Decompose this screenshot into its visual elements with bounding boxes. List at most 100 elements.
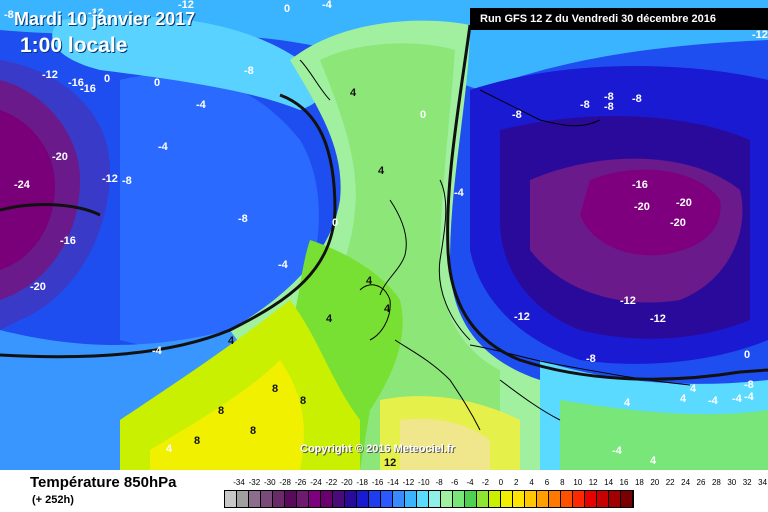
scale-tick-label: -16: [371, 478, 384, 487]
forecast-date: Mardi 10 janvier 2017: [14, 9, 196, 29]
lead-time: (+ 252h): [32, 494, 74, 506]
label: 4: [650, 455, 657, 467]
label: -8: [604, 91, 614, 103]
scale-tick-label: 32: [742, 478, 752, 487]
scale-swatch: [501, 491, 513, 507]
label: 0: [744, 349, 750, 361]
label: 4: [690, 383, 697, 395]
scale-tick-label: 6: [544, 478, 550, 487]
label: 12: [384, 457, 396, 469]
scale-tick-label: 2: [513, 478, 519, 487]
scale-tick-label: -8: [435, 478, 443, 487]
scale-swatch: [321, 491, 333, 507]
scale-swatch: [465, 491, 477, 507]
scale-tick-label: 26: [696, 478, 706, 487]
label: -12: [102, 173, 118, 185]
label: -4: [278, 259, 289, 271]
label: 4: [350, 87, 357, 99]
forecast-time: 1:00 locale: [20, 34, 128, 57]
label: 8: [272, 383, 278, 395]
label: -8: [122, 175, 132, 187]
scale-tick-label: 24: [681, 478, 691, 487]
label: -12: [514, 311, 530, 323]
isotherm-labels: -8 -12 -12 0 -4 -12 -16 -16 0 -4 0 -4 -2…: [4, 0, 768, 469]
scale-swatch: [261, 491, 273, 507]
color-scale: [224, 490, 634, 508]
scale-tick-label: 18: [634, 478, 644, 487]
label: -8: [244, 65, 254, 77]
scale-swatch: [273, 491, 285, 507]
scale-swatch: [405, 491, 417, 507]
label: -4: [708, 395, 719, 407]
label: 0: [420, 109, 426, 121]
label: 4: [680, 393, 687, 405]
label: -8: [586, 353, 596, 365]
scale-tick-label: -22: [325, 478, 338, 487]
label: -12: [42, 69, 58, 81]
label: 0: [104, 73, 110, 85]
label: -16: [68, 77, 84, 89]
scale-swatch: [525, 491, 537, 507]
scale-swatch: [429, 491, 441, 507]
label: -4: [152, 345, 163, 357]
label: -20: [634, 201, 650, 213]
scale-tick-label: -6: [451, 478, 459, 487]
scale-tick-label: -10: [418, 478, 430, 487]
scale-tick-label: -2: [481, 478, 489, 487]
scale-swatch: [345, 491, 357, 507]
label: -4: [454, 187, 465, 199]
scale-tick-label: -20: [341, 478, 353, 487]
scale-swatch: [441, 491, 453, 507]
label: -16: [60, 235, 76, 247]
field-name: Température 850hPa: [30, 474, 177, 491]
scale-tick-label: 8: [560, 478, 565, 487]
label: -12: [88, 7, 104, 19]
label: -24: [14, 179, 31, 191]
label: -8: [512, 109, 522, 121]
scale-swatch: [573, 491, 585, 507]
scale-tick-label: 22: [665, 478, 675, 487]
scale-swatch: [285, 491, 297, 507]
label: 4: [624, 397, 631, 409]
run-info: Run GFS 12 Z du Vendredi 30 décembre 201…: [470, 8, 768, 30]
label: -20: [52, 151, 68, 163]
scale-swatch: [585, 491, 597, 507]
label: -8: [632, 93, 642, 105]
scale-tick-label: -28: [279, 478, 291, 487]
scale-tick-label: -26: [294, 478, 307, 487]
scale-swatch: [381, 491, 393, 507]
scale-swatch: [237, 491, 249, 507]
label: -4: [322, 0, 333, 11]
label: 8: [218, 405, 224, 417]
scale-tick-label: 30: [727, 478, 737, 487]
scale-swatch: [333, 491, 345, 507]
label: -12: [752, 29, 768, 41]
scale-swatch: [609, 491, 621, 507]
label: 0: [284, 3, 290, 15]
scale-tick-label: 12: [588, 478, 598, 487]
scale-tick-label: -34: [233, 478, 245, 487]
label: 0: [332, 217, 338, 229]
label: 4: [366, 275, 373, 287]
label: -20: [30, 281, 46, 293]
label: -8: [4, 9, 14, 21]
scale-tick-label: 16: [619, 478, 629, 487]
label: -4: [158, 141, 169, 153]
scale-tick-label: 20: [650, 478, 660, 487]
label: 8: [300, 395, 306, 407]
scale-tick-label: 0: [498, 478, 504, 487]
scale-swatch: [453, 491, 465, 507]
scale-tick-label: -18: [356, 478, 368, 487]
label: -8: [580, 99, 590, 111]
scale-swatch: [561, 491, 573, 507]
label: -12: [178, 0, 194, 11]
label: 4: [166, 443, 173, 455]
scale-swatch: [513, 491, 525, 507]
scale-swatch: [369, 491, 381, 507]
label: -4: [196, 99, 207, 111]
scale-swatch: [357, 491, 369, 507]
label: 4: [384, 303, 391, 315]
scale-swatch: [249, 491, 261, 507]
scale-swatch: [417, 491, 429, 507]
label: -8: [744, 379, 754, 391]
